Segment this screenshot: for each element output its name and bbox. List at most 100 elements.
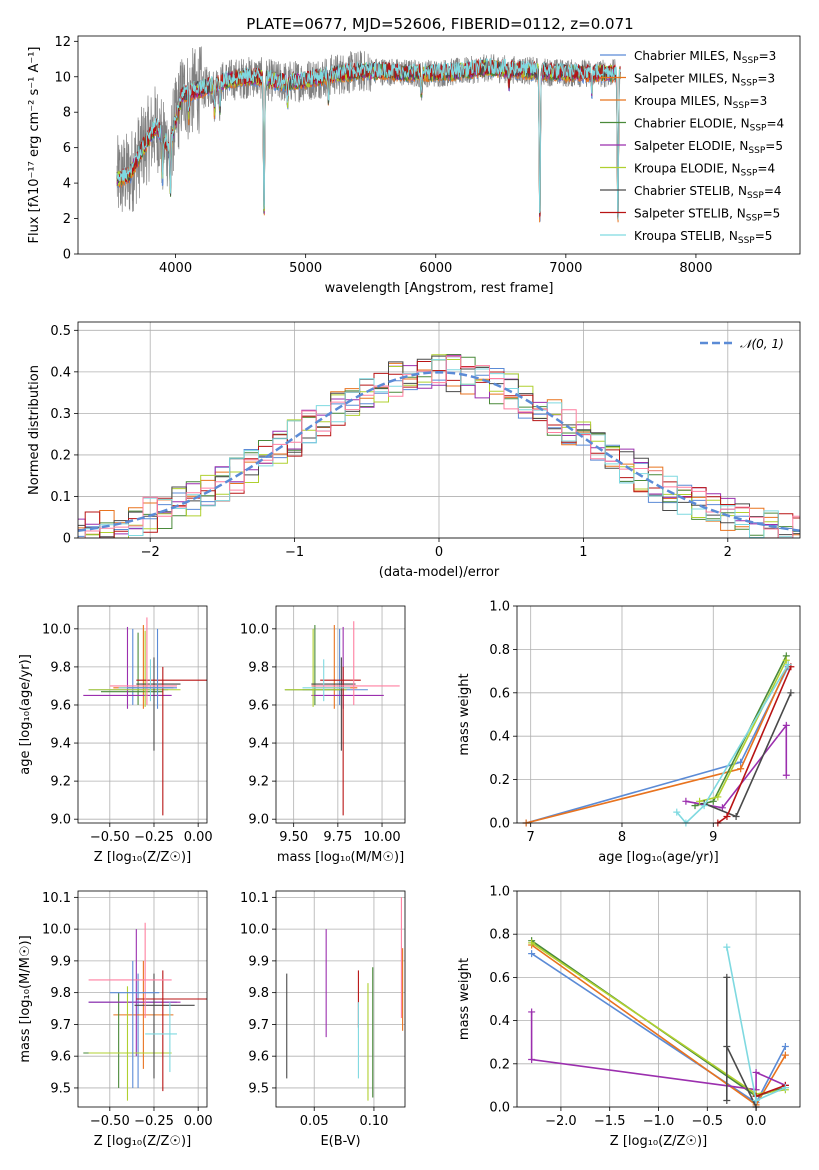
errorbar-point [83, 992, 163, 1088]
mass-weight-marker [709, 797, 717, 805]
mass-weight-marker [782, 721, 790, 729]
errorbar-point [302, 659, 351, 702]
mass-weight-marker [700, 802, 708, 810]
y-tick-label: 0.8 [489, 643, 510, 658]
x-axis-label: Z [log₁₀(Z/Z☉)] [94, 1134, 191, 1149]
y-axis-label: Flux [fλ10⁻¹⁷ erg cm⁻² s⁻¹ A⁻¹] [27, 47, 42, 244]
mass-weight-marker [781, 1084, 789, 1092]
y-tick-label: 9.9 [248, 954, 269, 969]
x-tick-label: 7 [527, 830, 535, 845]
y-tick-label: 9.4 [248, 737, 269, 752]
x-axis-label: (data-model)/error [379, 565, 500, 580]
x-tick-label: −0.25 [134, 830, 174, 845]
mass-weight-line [726, 977, 757, 1107]
errorbar-point [311, 621, 400, 705]
x-tick-label: −0.25 [134, 1114, 174, 1129]
y-tick-label: 0.2 [489, 773, 510, 788]
spectrum-model-line [116, 58, 621, 220]
errorbar-point [311, 657, 356, 751]
errorbar-point [88, 630, 181, 707]
x-tick-label: −0.5 [692, 1114, 724, 1129]
y-tick-label: 2 [63, 212, 71, 227]
weight-vs-age-axes: 7 8 9 0.0 0.2 0.4 0.6 0.8 1.0 age [log₁₀(age/yr)]… [457, 600, 801, 865]
mass-weight-marker [723, 1043, 731, 1051]
x-tick-label: 9.50 [279, 830, 308, 845]
y-tick-label: 0.1 [50, 490, 71, 505]
y-tick-label: 0.6 [489, 971, 510, 986]
weight-vs-Z-plot-area [517, 890, 800, 1111]
mass-weight-marker [782, 656, 790, 664]
mass-weight-line [676, 664, 789, 823]
mass-weight-marker [528, 1055, 536, 1063]
y-tick-label: 9.5 [50, 1081, 71, 1096]
axes-frame [77, 321, 801, 539]
y-axis-label: mass weight [457, 958, 472, 1040]
y-tick-label: 9.6 [248, 1050, 269, 1065]
errorbar-point [134, 973, 195, 1079]
x-tick-label: 8 [618, 830, 626, 845]
y-tick-label: 9.2 [248, 775, 269, 790]
x-tick-label: 0.10 [359, 1114, 388, 1129]
axes-frame [516, 890, 801, 1108]
x-tick-label: −0.50 [90, 830, 130, 845]
mass-weight-marker [781, 1043, 789, 1051]
y-tick-label: 12 [54, 35, 71, 50]
mass-vs-ebv-plot-area [276, 891, 405, 1107]
mass-weight-marker [781, 1051, 789, 1059]
y-tick-label: 0.3 [50, 407, 71, 422]
errorbar-point [145, 1002, 177, 1073]
age-vs-Z-plot-area [78, 606, 207, 823]
errorbar-point [113, 960, 174, 1069]
mass-weight-marker [528, 939, 536, 947]
mass-weight-marker [723, 812, 731, 820]
y-tick-label: 9.6 [50, 698, 71, 713]
mass-weight-marker [682, 797, 690, 805]
mass-vs-Z-axes: −0.50 −0.25 0.00 9.5 9.6 9.7 9.8 9.9 10.0 10.1 Z [… [18, 890, 213, 1149]
errorbar-point [136, 970, 207, 1092]
x-tick-label: −1.0 [643, 1114, 675, 1129]
normal-curve [78, 371, 800, 532]
y-tick-label: 0.0 [489, 1101, 510, 1116]
y-tick-label: 0.5 [50, 324, 71, 339]
weight-vs-Z-axes: −2.0 −1.5 −1.0 −0.5 0.0 0.0 0.2 0.4 0.6 0.8 1.0 Z [… [457, 885, 801, 1149]
y-tick-label: 0.4 [489, 1014, 510, 1029]
x-tick-label: 0 [435, 545, 443, 560]
y-tick-label: 9.6 [248, 698, 269, 713]
age-vs-Z-axes: −0.50 −0.25 0.00 9.0 9.2 9.4 9.6 9.8 10.0 Z [log₁… [18, 605, 213, 865]
errorbar-point [311, 626, 384, 709]
x-tick-label: 9 [709, 830, 717, 845]
y-tick-label: 9.0 [50, 813, 71, 828]
y-tick-label: 9.5 [248, 1081, 269, 1096]
errorbar-point [136, 657, 181, 751]
mass-weight-marker [787, 689, 795, 697]
y-tick-label: 10 [54, 70, 71, 85]
y-tick-label: 9.9 [50, 954, 71, 969]
y-tick-label: 10.0 [42, 622, 71, 637]
y-tick-label: 9.2 [50, 775, 71, 790]
mass-vs-ebv-axes: 0.05 0.10 9.5 9.6 9.7 9.8 9.9 10.0 10.1 E(B-V) [240, 890, 406, 1149]
y-tick-label: 9.8 [248, 986, 269, 1001]
errorbar-point [284, 628, 347, 707]
mass-vs-Z-plot-area [78, 891, 207, 1107]
residuals-plot-area [78, 322, 800, 539]
legend-entry: Kroupa MILES, NSSP=3 [634, 94, 767, 111]
x-axis-label: E(B-V) [320, 1134, 360, 1149]
errorbar-point [88, 986, 172, 1101]
mass-weight-marker [714, 793, 722, 801]
errorbar-point [88, 922, 172, 1019]
y-tick-label: 9.6 [50, 1050, 71, 1065]
spectrum-axes: 4000 5000 6000 7000 8000 0 2 4 6 8 10 12 wavelength … [27, 35, 801, 296]
mass-weight-marker [528, 1008, 536, 1016]
weight-vs-age-plot-area [517, 605, 800, 827]
y-tick-label: 0.4 [489, 730, 510, 745]
y-tick-label: 10.1 [240, 891, 269, 906]
legend-entry: Chabrier MILES, NSSP=3 [634, 49, 776, 66]
legend-entry: Salpeter ELODIE, NSSP=5 [634, 139, 783, 156]
y-tick-label: 10.0 [240, 622, 269, 637]
mass-weight-marker [723, 1097, 731, 1105]
errorbar-point [127, 628, 177, 709]
mass-weight-marker [723, 943, 731, 951]
y-tick-label: 0.8 [489, 928, 510, 943]
y-tick-label: 9.8 [50, 986, 71, 1001]
